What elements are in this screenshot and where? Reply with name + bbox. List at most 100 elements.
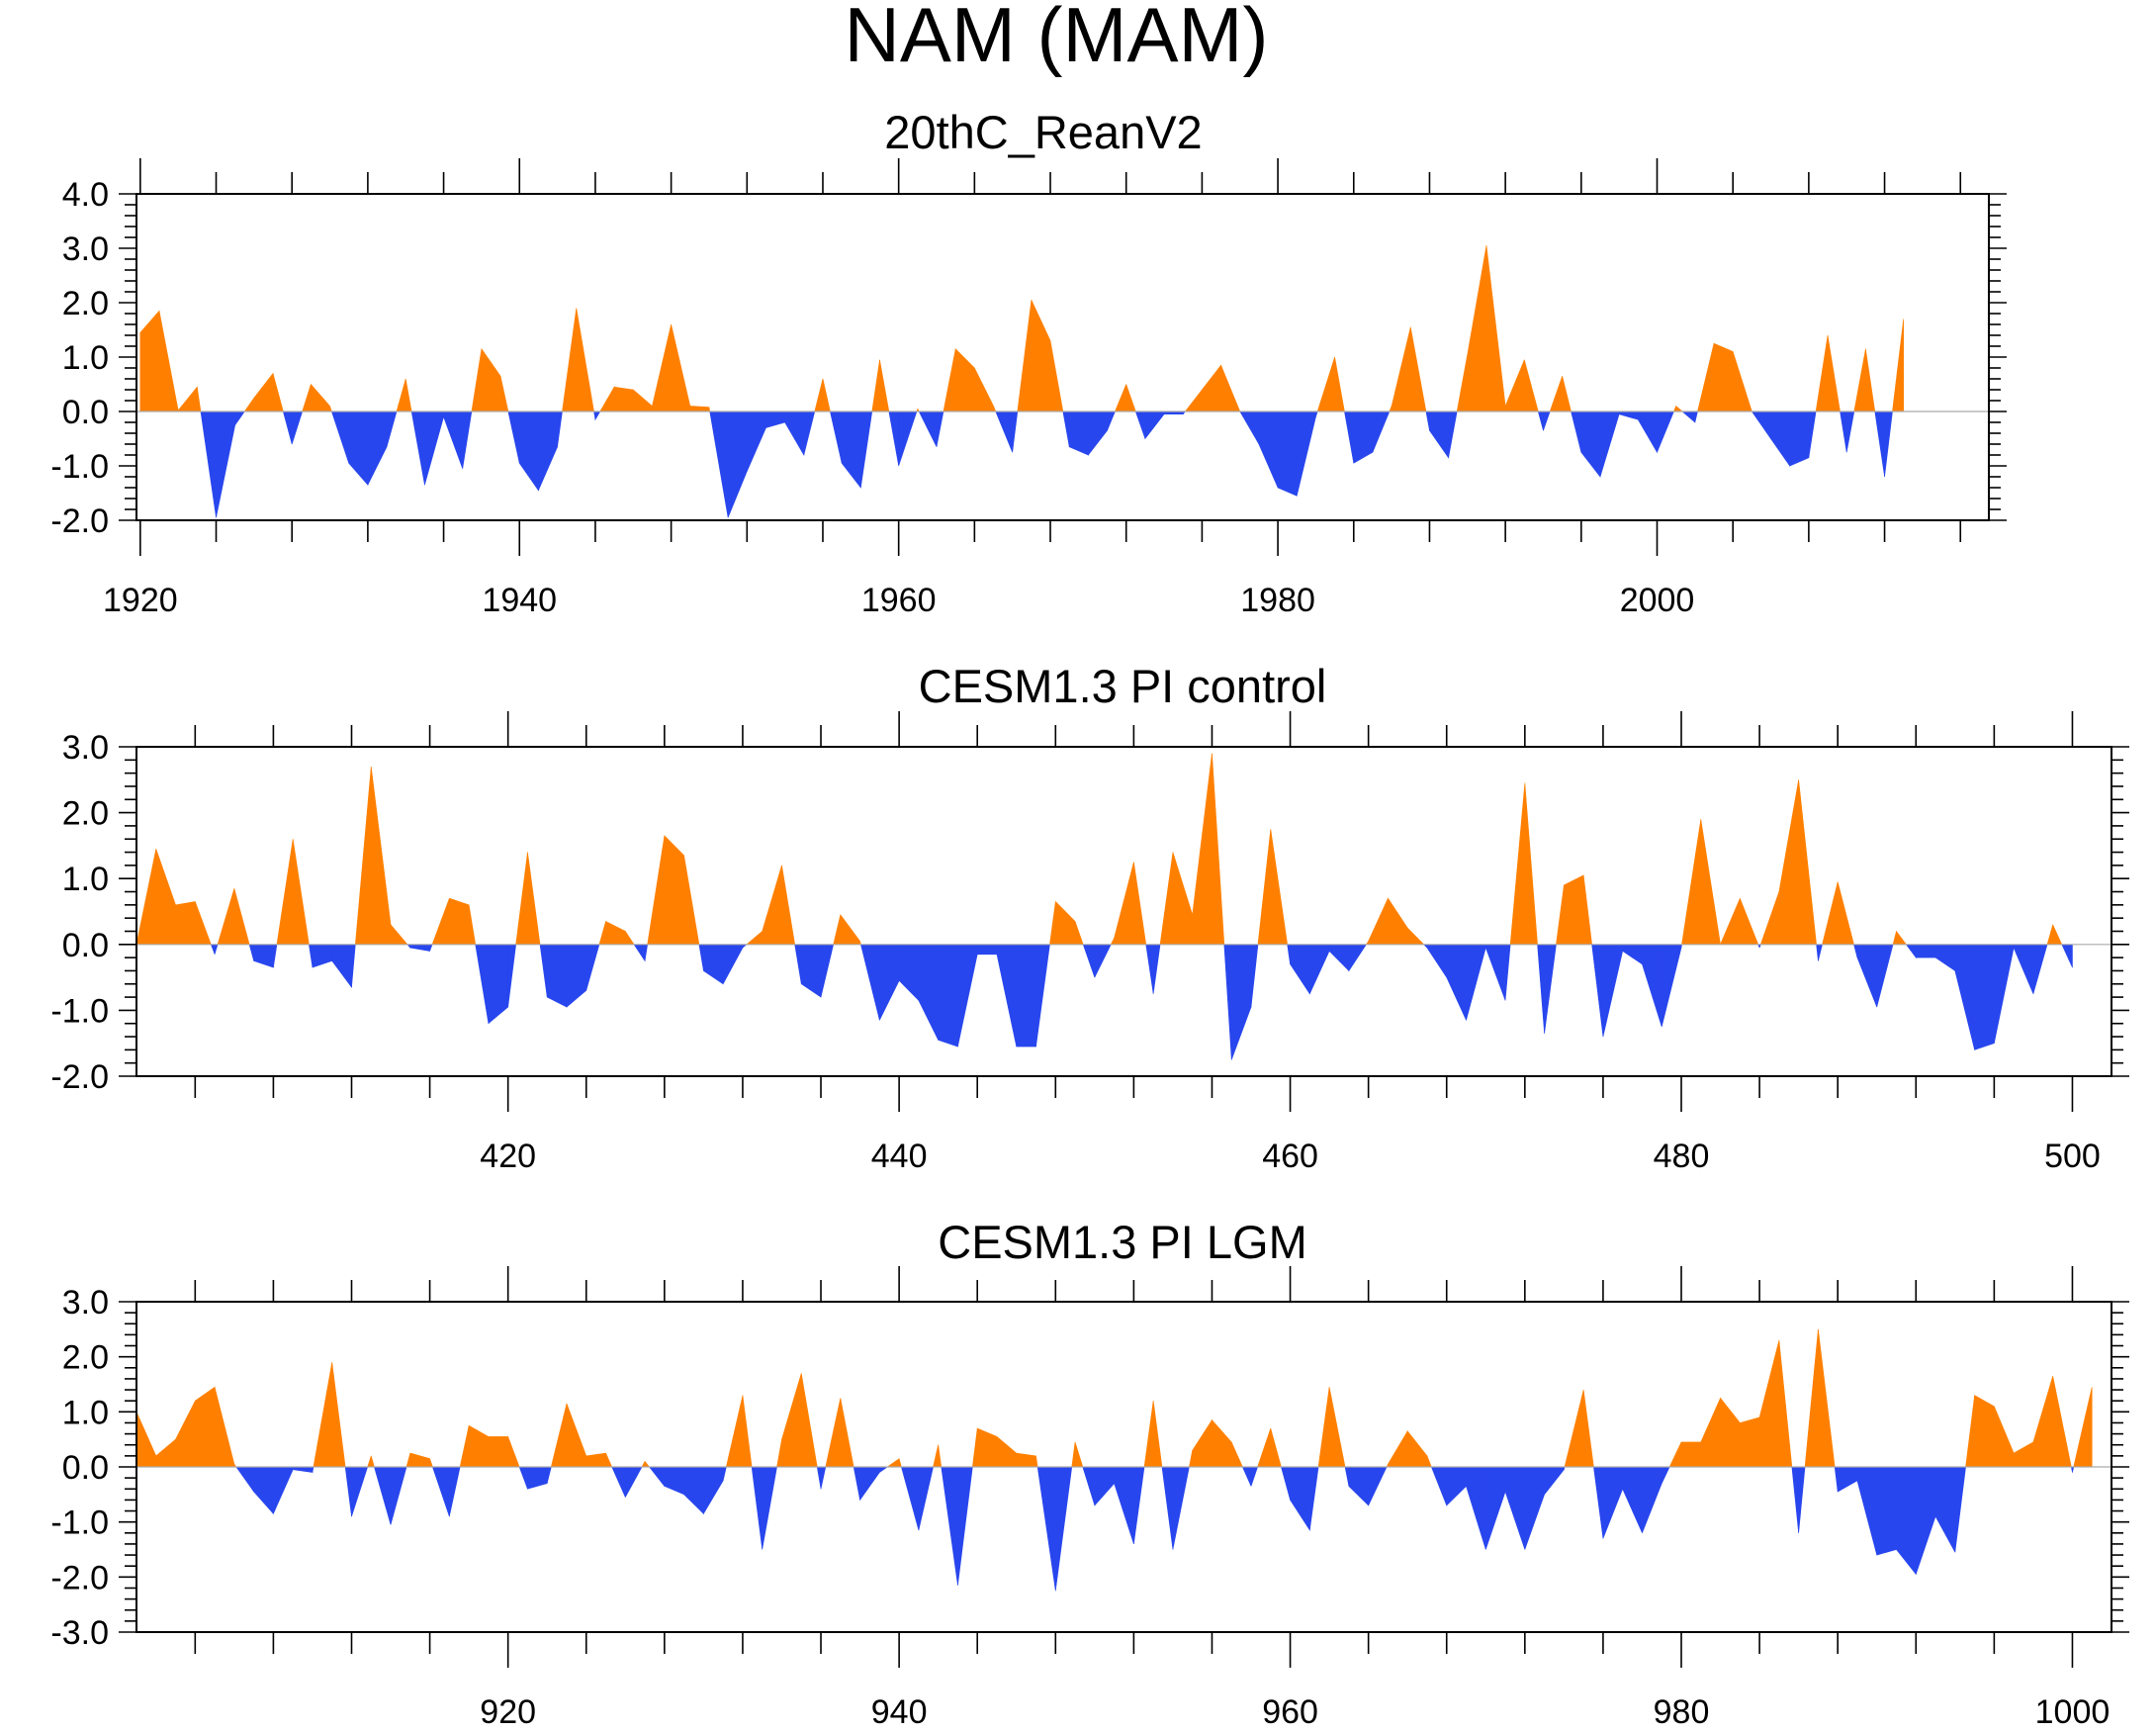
area-segment <box>481 347 501 412</box>
area-segment <box>291 410 304 445</box>
area-segment <box>515 852 528 946</box>
area-segment <box>1896 930 1907 946</box>
area-segment <box>703 1466 724 1515</box>
area-segment <box>746 410 766 472</box>
area-segment <box>1524 359 1539 412</box>
area-segment <box>1230 944 1252 1060</box>
area-segment <box>468 1424 490 1468</box>
area-segment <box>762 1466 777 1550</box>
area-segment <box>1562 376 1572 412</box>
area-segment <box>833 914 842 946</box>
area-segment <box>1808 410 1817 458</box>
area-segment <box>1564 874 1584 946</box>
x-tick-label: 460 <box>1262 1138 1318 1175</box>
y-tick-label: 3.0 <box>62 729 109 767</box>
area-segment <box>518 1466 528 1490</box>
area-segment <box>499 376 509 412</box>
area-segment <box>698 944 704 971</box>
area-segment <box>1504 359 1525 412</box>
area-segment <box>1524 1466 1545 1550</box>
area-segment <box>2052 1376 2072 1468</box>
area-segment <box>1822 881 1839 946</box>
area-segment <box>879 944 900 1021</box>
area-segment <box>253 944 274 968</box>
area-segment <box>562 308 578 412</box>
area-segment <box>1088 410 1108 456</box>
area-segment <box>599 386 615 412</box>
area-segment <box>888 410 899 467</box>
area-segment <box>1071 1441 1076 1468</box>
area-segment <box>1642 944 1662 1028</box>
area-segment <box>1425 410 1430 431</box>
area-segment <box>1564 1389 1584 1468</box>
area-segment <box>507 944 517 1008</box>
area-segment <box>1426 944 1448 979</box>
area-segment <box>2046 924 2053 946</box>
area-segment <box>1974 1395 1995 1468</box>
area-segment <box>539 944 548 998</box>
area-segment <box>860 410 873 489</box>
y-tick-label: 0.0 <box>62 394 109 431</box>
plot-area-pi-control: -2.0 -1.0 0.0 1.0 2.0 3.0 420 440 460 480 500 <box>50 711 2129 1175</box>
area-segment <box>292 839 310 946</box>
area-segment <box>527 1466 548 1490</box>
area-segment <box>1094 1466 1115 1506</box>
area-segment <box>1680 1441 1702 1468</box>
area-segment <box>449 897 470 946</box>
area-segment <box>1789 410 1810 467</box>
area-segment <box>1368 898 1389 946</box>
area-segment <box>633 944 646 962</box>
area-segment <box>1172 1466 1190 1550</box>
x-tick-label: 1920 <box>103 582 178 619</box>
x-tick-label: 480 <box>1654 1138 1710 1175</box>
area-segment <box>1309 1466 1319 1531</box>
area-segment <box>1504 1466 1526 1550</box>
area-segment <box>879 359 890 412</box>
area-segment <box>351 1466 369 1517</box>
area-segment <box>1062 410 1070 447</box>
area-segment <box>993 406 997 412</box>
area-segment <box>1172 852 1193 946</box>
area-segment <box>200 410 217 518</box>
area-segment <box>1456 354 1469 412</box>
area-segment <box>1212 1418 1232 1468</box>
panel-title-reanalysis: 20thC_ReanV2 <box>884 106 1202 158</box>
area-segment <box>708 407 711 412</box>
area-segment <box>1035 944 1050 1048</box>
area-segment <box>1406 927 1425 946</box>
area-segment <box>1543 410 1551 431</box>
area-segment <box>1281 1466 1291 1501</box>
area-segment <box>1125 384 1136 412</box>
x-tick-label: 940 <box>871 1693 928 1731</box>
area-segment <box>1258 410 1279 489</box>
area-segment <box>311 383 330 412</box>
area-segment <box>1954 944 1975 1050</box>
area-segment <box>1591 944 1604 1038</box>
area-segment <box>1287 944 1291 964</box>
area-segment <box>1720 1397 1741 1468</box>
panel-pi-control: CESM1.3 PI control -2.0 -1.0 0.0 1.0 2.0 3.0 4… <box>50 660 2129 1175</box>
area-segment <box>644 944 649 961</box>
area-segment <box>1599 410 1620 478</box>
area-segment <box>136 1412 157 1468</box>
area-segment <box>1713 342 1734 412</box>
area-segment <box>1270 829 1289 946</box>
area-segment <box>800 1373 818 1468</box>
area-segment <box>1429 410 1449 459</box>
y-tick-label: 1.0 <box>62 339 109 377</box>
x-tick-label: 1960 <box>861 582 937 619</box>
area-segment <box>550 1403 568 1468</box>
area-segment <box>1257 829 1272 946</box>
area-segment <box>214 1387 235 1468</box>
area-segment <box>1055 900 1076 946</box>
area-segment <box>507 410 520 464</box>
area-segment <box>2013 944 2034 994</box>
panel-title-pi-control: CESM1.3 PI control <box>919 660 1327 712</box>
area-segment <box>841 410 861 489</box>
area-segment <box>1290 1466 1310 1532</box>
area-segment <box>1732 351 1752 412</box>
area-segment <box>1315 410 1318 417</box>
area-segment <box>901 1466 920 1531</box>
area-segment <box>625 930 635 946</box>
area-segment <box>1389 406 1392 412</box>
